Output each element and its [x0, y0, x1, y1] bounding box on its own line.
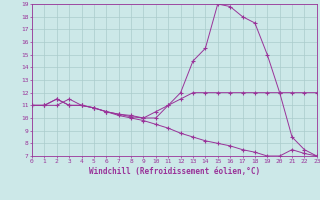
X-axis label: Windchill (Refroidissement éolien,°C): Windchill (Refroidissement éolien,°C)	[89, 167, 260, 176]
